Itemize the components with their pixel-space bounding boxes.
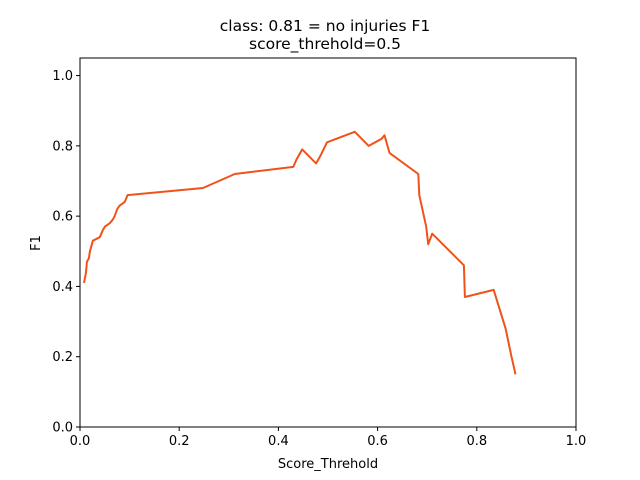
y-tick-label: 0.2 [52, 350, 73, 365]
x-tick-label: 0.8 [466, 434, 487, 449]
x-tick-label: 0.4 [268, 434, 289, 449]
x-axis-label: Score_Threhold [278, 457, 378, 472]
chart-title: class: 0.81 = no injuries F1 [220, 17, 430, 35]
axis-ticks: 0.0 0.2 0.4 0.6 0.8 1.0 0.0 0.2 0.4 0.6 0.8 1.0 [52, 69, 586, 449]
y-tick-label: 0.8 [52, 139, 73, 154]
y-tick-label: 1.0 [52, 69, 73, 84]
chart-subtitle: score_threhold=0.5 [249, 35, 401, 54]
x-tick-label: 0.6 [367, 434, 388, 449]
x-tick-label: 0.2 [169, 434, 190, 449]
x-tick-label: 1.0 [566, 434, 587, 449]
y-axis-label: F1 [29, 235, 44, 251]
f1-series-line [83, 130, 517, 375]
y-tick-label: 0.0 [52, 421, 73, 436]
y-tick-label: 0.6 [52, 210, 73, 225]
y-tick-label: 0.4 [52, 280, 73, 295]
plot-area-frame [79, 57, 577, 428]
x-tick-label: 0.0 [70, 434, 91, 449]
